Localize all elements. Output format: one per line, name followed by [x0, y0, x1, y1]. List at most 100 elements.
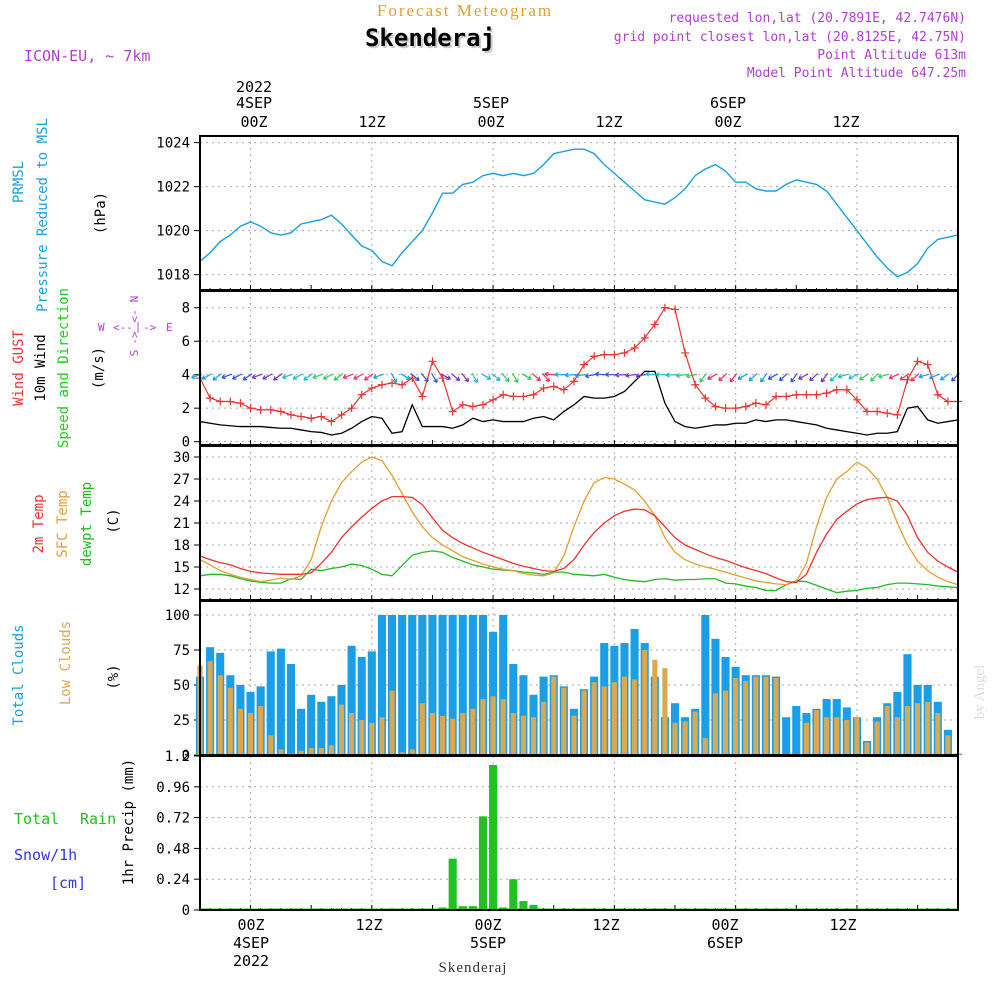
- low-cloud-bar: [480, 699, 486, 755]
- low-cloud-bar: [632, 679, 638, 755]
- wind-direction-arrow: [251, 373, 263, 380]
- wind-gust-point: [297, 412, 306, 421]
- precip-bar: [438, 907, 447, 910]
- wind-gust-point: [640, 333, 649, 342]
- y-tick-label: 4: [182, 368, 190, 384]
- y-tick-label: 1.2: [165, 749, 190, 765]
- wind-gust-point: [822, 389, 831, 398]
- wind-direction-arrow: [564, 372, 576, 378]
- wind-direction-arrow: [390, 372, 398, 384]
- clouds-label-total: Total Clouds: [11, 624, 27, 725]
- total-cloud-bar: [367, 651, 376, 755]
- total-cloud-bar: [499, 615, 508, 755]
- precip-label-rain: Rain: [80, 810, 116, 828]
- wind-direction-arrow: [737, 373, 748, 380]
- wind-direction-arrow: [282, 373, 293, 380]
- wind-gust-point: [489, 395, 498, 404]
- compass-south-arrow: ->: [128, 331, 141, 345]
- low-cloud-bar: [409, 749, 415, 755]
- low-cloud-bar: [591, 682, 597, 755]
- low-cloud-bar: [621, 676, 628, 755]
- wind-labels: Wind GUST 10m Wind Speed and Direction (…: [11, 288, 107, 448]
- station-title-shadow: Skenderaj: [367, 26, 497, 54]
- precip-label-total: Total: [14, 810, 59, 828]
- wind-gust-point: [549, 382, 558, 391]
- precip-bar: [509, 879, 518, 910]
- wind-gust-point: [509, 392, 518, 401]
- y-tick-label: 0.96: [156, 780, 190, 796]
- pressure-line: [199, 148, 959, 278]
- wind-direction-arrow: [809, 373, 819, 382]
- wind-direction-arrow: [481, 373, 492, 380]
- wind-gust-point: [458, 400, 467, 409]
- y-tick-label: 1024: [156, 136, 190, 152]
- wind-direction-arrow: [400, 373, 411, 380]
- wind-gust-point: [873, 407, 882, 416]
- wind-gust-point: [903, 375, 912, 384]
- y-tick-label: 0.48: [156, 841, 190, 857]
- wind-direction-arrow: [615, 372, 627, 378]
- wind-gust-point: [772, 392, 781, 401]
- total-cloud-bar: [418, 615, 427, 755]
- low-cloud-bar: [864, 742, 870, 755]
- total-cloud-bar: [387, 615, 397, 755]
- wind-direction-arrow: [655, 372, 667, 378]
- top-tick-5: 12Z: [832, 113, 859, 131]
- wind-gust-point: [590, 352, 599, 361]
- low-cloud-bar: [450, 718, 456, 755]
- y-tick-label: 15: [173, 560, 190, 576]
- wind-gust-point: [206, 394, 215, 403]
- wind-direction-arrow: [625, 372, 637, 378]
- wind-direction-arrow: [790, 372, 798, 383]
- wind-direction-arrow: [450, 373, 461, 382]
- wind-gust-point: [317, 412, 326, 421]
- low-cloud-bar: [874, 721, 880, 755]
- bottom-year: 2022: [233, 952, 269, 970]
- temp-unit: (C): [106, 508, 122, 533]
- wind-direction-arrow: [461, 372, 470, 383]
- total-cloud-bar: [327, 696, 336, 755]
- top-date-5sep: 5SEP: [473, 94, 509, 112]
- model-altitude: Model Point Altitude 647.25m: [747, 66, 966, 81]
- total-cloud-bar: [266, 651, 275, 755]
- wind-gust-point: [842, 385, 851, 394]
- compass-north-arrow: <-: [128, 309, 141, 322]
- wind-gust-point: [761, 400, 770, 409]
- precip-bar: [499, 907, 508, 910]
- wind-direction-arrow: [594, 371, 607, 377]
- footer-station: Skenderaj: [439, 960, 508, 976]
- wind-direction-arrow: [888, 373, 900, 380]
- wind-gust-point: [357, 390, 366, 399]
- wind-direction-arrow: [333, 373, 344, 381]
- compass-east-arrow: ->: [143, 321, 157, 334]
- low-cloud-bar: [581, 690, 587, 755]
- wind-gust-point: [812, 390, 821, 399]
- compass-south: S: [128, 350, 141, 357]
- clouds-label-low: Low Clouds: [58, 621, 74, 705]
- wind-direction-arrow: [531, 373, 541, 382]
- wind-direction-arrow: [910, 372, 920, 382]
- wind-gust-point: [751, 399, 760, 408]
- low-cloud-bar: [702, 738, 708, 755]
- grid-point-coordinates: grid point closest lon,lat (20.8125E, 42…: [614, 30, 966, 45]
- low-cloud-bar: [399, 752, 405, 755]
- wind-gust-point: [913, 357, 922, 366]
- top-tick-4: 00Z: [714, 113, 741, 131]
- low-cloud-bar: [672, 722, 678, 755]
- wind-gust-point: [236, 399, 245, 408]
- bottom-date-4sep: 4SEP: [233, 934, 269, 952]
- low-cloud-bar: [470, 708, 476, 755]
- panel-border: [199, 290, 959, 446]
- watermark: by Angel: [972, 665, 988, 720]
- wind-direction-arrow: [748, 373, 758, 382]
- wind-gust-point: [256, 405, 265, 414]
- low-cloud-bar: [429, 713, 436, 755]
- low-cloud-bar: [915, 703, 921, 755]
- total-cloud-bar: [782, 717, 791, 755]
- low-cloud-bar: [561, 687, 567, 755]
- wind-direction-arrow: [212, 373, 223, 381]
- low-cloud-bar: [904, 706, 911, 755]
- wind-gust-point: [286, 410, 295, 419]
- wind-gust-point: [731, 404, 740, 413]
